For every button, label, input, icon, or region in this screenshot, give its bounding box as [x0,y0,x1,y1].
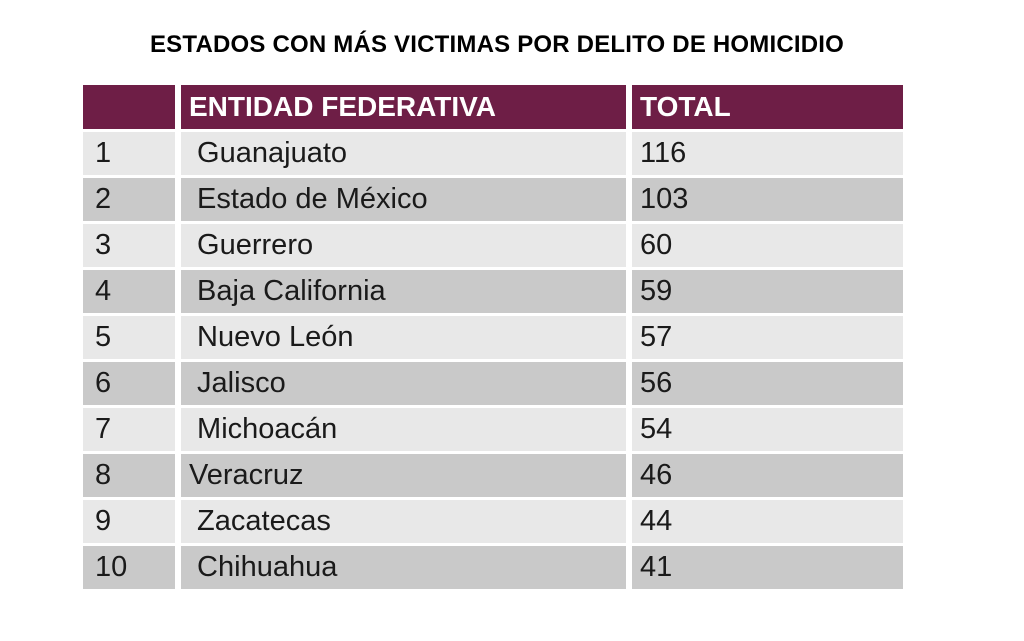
table-row: 7 Michoacán 54 [83,408,903,451]
rank-cell: 5 [83,316,175,359]
entity-cell: Nuevo León [181,316,626,359]
rank-cell: 1 [83,132,175,175]
table-row: 9 Zacatecas 44 [83,500,903,543]
header-row: ENTIDAD FEDERATIVA TOTAL [83,85,903,129]
header-entidad-federativa: ENTIDAD FEDERATIVA [181,85,626,129]
total-cell: 103 [632,178,903,221]
rank-cell: 2 [83,178,175,221]
total-cell: 41 [632,546,903,589]
total-cell: 54 [632,408,903,451]
rank-cell: 8 [83,454,175,497]
rank-cell: 4 [83,270,175,313]
table-row: 3 Guerrero 60 [83,224,903,267]
rank-cell: 3 [83,224,175,267]
total-cell: 57 [632,316,903,359]
rank-cell: 10 [83,546,175,589]
rank-cell: 6 [83,362,175,405]
entity-cell: Zacatecas [181,500,626,543]
table-row: 1 Guanajuato 116 [83,132,903,175]
total-cell: 46 [632,454,903,497]
table-row: 2 Estado de México 103 [83,178,903,221]
homicide-table-wrap: ENTIDAD FEDERATIVA TOTAL 1 Guanajuato 116… [77,82,909,592]
entity-cell: Jalisco [181,362,626,405]
entity-cell: Guerrero [181,224,626,267]
entity-cell: Guanajuato [181,132,626,175]
page-title: ESTADOS CON MÁS VICTIMAS POR DELITO DE H… [149,31,845,58]
rank-cell: 9 [83,500,175,543]
header-total: TOTAL [632,85,903,129]
total-cell: 56 [632,362,903,405]
total-cell: 116 [632,132,903,175]
total-cell: 60 [632,224,903,267]
table-row: 4 Baja California 59 [83,270,903,313]
header-rank [83,85,175,129]
homicide-table: ENTIDAD FEDERATIVA TOTAL 1 Guanajuato 116… [77,82,909,592]
total-cell: 44 [632,500,903,543]
entity-cell: Baja California [181,270,626,313]
table-row: 5 Nuevo León 57 [83,316,903,359]
entity-cell: Veracruz [181,454,626,497]
total-cell: 59 [632,270,903,313]
table-row: 10 Chihuahua 41 [83,546,903,589]
entity-cell: Estado de México [181,178,626,221]
table-body: 1 Guanajuato 116 2 Estado de México 103 3 Gu… [83,132,903,589]
table-row: 8 Veracruz 46 [83,454,903,497]
entity-cell: Michoacán [181,408,626,451]
table-row: 6 Jalisco 56 [83,362,903,405]
entity-cell: Chihuahua [181,546,626,589]
slide: ESTADOS CON MÁS VICTIMAS POR DELITO DE H… [0,31,1024,641]
rank-cell: 7 [83,408,175,451]
